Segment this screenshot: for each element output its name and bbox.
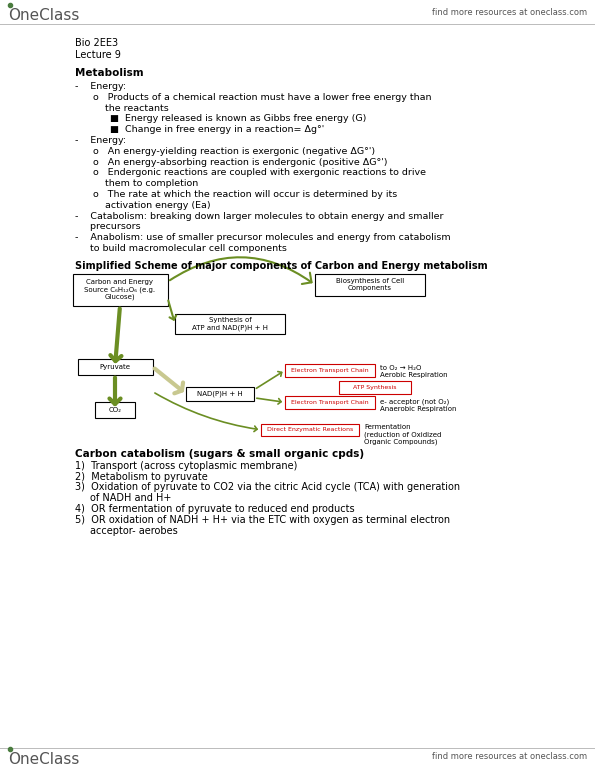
Text: Anaerobic Respiration: Anaerobic Respiration — [380, 406, 456, 412]
Bar — [261, 424, 359, 436]
Text: Lecture 9: Lecture 9 — [75, 50, 121, 60]
Text: Electron Transport Chain: Electron Transport Chain — [291, 368, 369, 373]
Text: ■  Change in free energy in a reaction= Δg°': ■ Change in free energy in a reaction= Δ… — [110, 126, 324, 134]
Text: the reactants: the reactants — [93, 104, 169, 112]
Text: find more resources at oneclass.com: find more resources at oneclass.com — [432, 752, 587, 761]
Text: o   The rate at which the reaction will occur is determined by its: o The rate at which the reaction will oc… — [93, 190, 397, 199]
Bar — [73, 274, 168, 306]
Text: them to completion: them to completion — [93, 179, 198, 188]
Text: NAD(P)H + H: NAD(P)H + H — [197, 390, 243, 397]
Text: Bio 2EE3: Bio 2EE3 — [75, 38, 118, 48]
Text: OneClass: OneClass — [8, 752, 79, 767]
Text: o   Endergonic reactions are coupled with exergonic reactions to drive: o Endergonic reactions are coupled with … — [93, 169, 426, 177]
Bar — [95, 402, 135, 418]
Text: CO₂: CO₂ — [108, 407, 121, 413]
Text: 3)  Oxidation of pyruvate to CO2 via the citric Acid cycle (TCA) with generation: 3) Oxidation of pyruvate to CO2 via the … — [75, 482, 460, 492]
Text: 5)  OR oxidation of NADH + H+ via the ETC with oxygen as terminal electron: 5) OR oxidation of NADH + H+ via the ETC… — [75, 515, 450, 525]
Text: precursors: precursors — [75, 223, 140, 232]
Text: Simplified Scheme of major components of Carbon and Energy metabolism: Simplified Scheme of major components of… — [75, 261, 488, 271]
Text: 2)  Metabolism to pyruvate: 2) Metabolism to pyruvate — [75, 471, 208, 481]
Text: Aerobic Respiration: Aerobic Respiration — [380, 372, 447, 378]
Text: to O₂ → H₂O: to O₂ → H₂O — [380, 365, 421, 371]
Text: Biosynthesis of Cell
Components: Biosynthesis of Cell Components — [336, 278, 404, 291]
Text: (reduction of Oxidized: (reduction of Oxidized — [364, 432, 441, 438]
Text: Pyruvate: Pyruvate — [99, 363, 130, 370]
Text: Synthesis of
ATP and NAD(P)H + H: Synthesis of ATP and NAD(P)H + H — [192, 317, 268, 330]
Bar — [285, 396, 375, 409]
Text: o   An energy-absorbing reaction is endergonic (positive ΔG°'): o An energy-absorbing reaction is enderg… — [93, 158, 387, 166]
Bar — [339, 381, 411, 393]
Text: Fermentation: Fermentation — [364, 424, 411, 430]
Text: activation energy (Ea): activation energy (Ea) — [93, 201, 211, 209]
Text: -    Energy:: - Energy: — [75, 136, 126, 145]
Bar — [315, 274, 425, 296]
Text: Carbon catabolism (sugars & small organic cpds): Carbon catabolism (sugars & small organi… — [75, 449, 364, 459]
Text: -    Catabolism: breaking down larger molecules to obtain energy and smaller: - Catabolism: breaking down larger molec… — [75, 212, 443, 220]
Bar — [285, 363, 375, 377]
Text: to build macromolecular cell components: to build macromolecular cell components — [75, 244, 287, 253]
Bar — [77, 359, 152, 375]
Text: Carbon and Energy
Source C₆H₁₂O₆ (e.g.
Glucose): Carbon and Energy Source C₆H₁₂O₆ (e.g. G… — [84, 280, 155, 300]
Text: find more resources at oneclass.com: find more resources at oneclass.com — [432, 8, 587, 17]
Text: OneClass: OneClass — [8, 8, 79, 23]
Text: Direct Enzymatic Reactions: Direct Enzymatic Reactions — [267, 427, 353, 432]
Text: Electron Transport Chain: Electron Transport Chain — [291, 400, 369, 405]
Text: ■  Energy released is known as Gibbs free energy (G): ■ Energy released is known as Gibbs free… — [110, 115, 367, 123]
Text: -    Anabolism: use of smaller precursor molecules and energy from catabolism: - Anabolism: use of smaller precursor mo… — [75, 233, 450, 243]
Text: 1)  Transport (across cytoplasmic membrane): 1) Transport (across cytoplasmic membran… — [75, 460, 298, 470]
Text: o   An energy-yielding reaction is exergonic (negative ΔG°'): o An energy-yielding reaction is exergon… — [93, 147, 375, 156]
Text: Organic Compounds): Organic Compounds) — [364, 439, 437, 445]
Text: 4)  OR fermentation of pyruvate to reduced end products: 4) OR fermentation of pyruvate to reduce… — [75, 504, 355, 514]
Text: e- acceptor (not O₂): e- acceptor (not O₂) — [380, 399, 449, 405]
Text: o   Products of a chemical reaction must have a lower free energy than: o Products of a chemical reaction must h… — [93, 93, 431, 102]
Text: ATP Synthesis: ATP Synthesis — [353, 385, 397, 390]
Text: acceptor- aerobes: acceptor- aerobes — [90, 526, 178, 536]
Bar — [175, 314, 285, 334]
Bar — [186, 387, 254, 401]
FancyArrowPatch shape — [170, 257, 312, 284]
Text: -    Energy:: - Energy: — [75, 82, 126, 91]
Text: of NADH and H+: of NADH and H+ — [90, 494, 171, 504]
Text: Metabolism: Metabolism — [75, 68, 143, 78]
